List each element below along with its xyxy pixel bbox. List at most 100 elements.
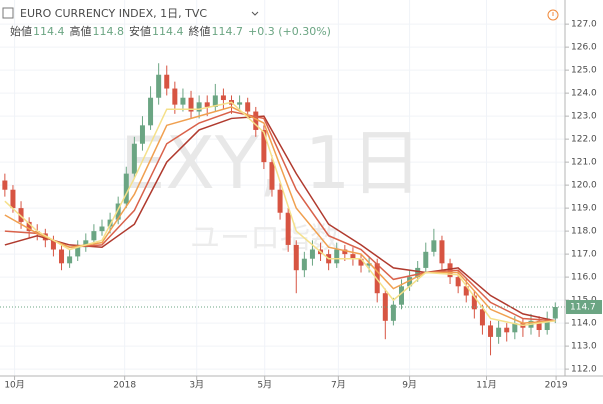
change: +0.3 (+0.30%): [248, 25, 331, 38]
candle-body: [204, 102, 210, 107]
y-tick-label: 121.0: [571, 158, 597, 168]
y-tick-label: 122.0: [571, 135, 597, 145]
candle-body: [237, 102, 243, 105]
candle-body: [67, 256, 73, 264]
candle-body: [59, 249, 65, 264]
candle-body: [366, 263, 372, 266]
y-tick-label: 125.0: [571, 66, 597, 76]
x-tick-label: 2019: [545, 381, 568, 391]
candle-body: [83, 240, 89, 248]
ohlc-value: 114.7: [212, 25, 244, 38]
candle-body: [479, 309, 485, 326]
x-tick-label: 11月: [476, 380, 496, 391]
ohlc-value: 114.4: [152, 25, 184, 38]
candle-body: [10, 189, 16, 209]
ohlc-value: 114.4: [33, 25, 65, 38]
x-tick-label: 10月: [4, 380, 24, 391]
candle-body: [164, 74, 170, 89]
candle-body: [496, 327, 502, 337]
candle-body: [455, 277, 461, 287]
candle-body: [131, 143, 137, 174]
candle-body: [99, 226, 105, 232]
candle-body: [415, 267, 421, 278]
candle-body: [488, 325, 494, 337]
ohlc-label: 始値: [10, 24, 32, 38]
axes: 112.0113.0114.0115.0116.0117.0118.0119.0…: [4, 20, 602, 391]
x-tick-label: 9月: [402, 380, 417, 391]
candle-body: [382, 293, 388, 321]
moving-average: [4, 101, 556, 327]
candle-body: [26, 221, 32, 232]
alert-icon[interactable]: [547, 9, 559, 21]
last-price-box: [566, 300, 602, 315]
candle-body: [253, 111, 259, 130]
candle-body: [309, 249, 315, 259]
y-tick-label: 116.0: [571, 273, 597, 283]
ohlc-label: 終値: [189, 24, 211, 38]
candle-body: [285, 212, 291, 245]
y-tick-label: 117.0: [571, 250, 597, 260]
candle-body: [139, 125, 145, 144]
candle-body: [148, 97, 154, 126]
candle-body: [301, 258, 307, 271]
y-tick-label: 118.0: [571, 227, 597, 237]
ohlc-label: 高値: [70, 24, 92, 38]
candle-body: [220, 95, 226, 101]
x-tick-label: 3月: [189, 380, 204, 391]
candle-body: [423, 251, 429, 268]
x-tick-label: 2018: [113, 381, 136, 391]
candle-body: [18, 208, 24, 222]
candle-body: [342, 249, 348, 255]
candle-body: [463, 286, 469, 296]
last-price-label: 114.7: [570, 303, 596, 313]
y-tick-label: 126.0: [571, 43, 597, 53]
candle-body: [156, 74, 162, 98]
candle-body: [180, 97, 186, 105]
candle-body: [115, 203, 121, 220]
y-tick-label: 127.0: [571, 20, 597, 30]
candle-body: [50, 240, 56, 250]
candle-body: [552, 307, 558, 319]
candle-body: [107, 219, 113, 227]
y-tick-label: 112.0: [571, 365, 597, 375]
candle-body: [350, 254, 356, 259]
chart-title: EURO CURRENCY INDEX, 1日, TVC: [20, 7, 207, 20]
y-tick-label: 124.0: [571, 89, 597, 99]
candle-body: [358, 258, 364, 266]
candle-body: [431, 240, 437, 252]
candle-body: [34, 231, 40, 234]
candle-body: [536, 320, 542, 331]
y-tick-label: 123.0: [571, 112, 597, 122]
candle-body: [2, 180, 8, 190]
y-tick-label: 120.0: [571, 181, 597, 191]
candle-body: [544, 318, 550, 331]
candle-body: [196, 102, 202, 112]
candle-body: [212, 95, 218, 107]
collapse-icon[interactable]: [2, 7, 14, 19]
ohlc-value: 114.8: [93, 25, 125, 38]
watermark-sub: ユーロ指数: [190, 221, 340, 256]
candle-body: [334, 249, 340, 264]
candle-body: [504, 327, 510, 333]
candle-body: [390, 304, 396, 321]
candle-body: [293, 244, 299, 271]
dropdown-icon[interactable]: [251, 11, 259, 16]
marks: [0, 63, 565, 356]
x-tick-label: 7月: [331, 380, 346, 391]
candle-body: [398, 286, 404, 305]
candle-body: [512, 323, 518, 333]
y-tick-label: 119.0: [571, 204, 597, 214]
y-tick-label: 113.0: [571, 342, 597, 352]
candle-body: [407, 277, 413, 287]
candle-body: [245, 102, 251, 112]
ohlc-label: 安値: [129, 24, 151, 38]
moving-average: [4, 110, 556, 322]
candle-body: [172, 88, 178, 105]
candle-body: [471, 295, 477, 310]
candle-body: [261, 129, 267, 163]
moving-average: [4, 106, 556, 324]
candle-body: [123, 173, 129, 204]
candle-body: [277, 189, 283, 213]
candle-body: [91, 231, 97, 241]
